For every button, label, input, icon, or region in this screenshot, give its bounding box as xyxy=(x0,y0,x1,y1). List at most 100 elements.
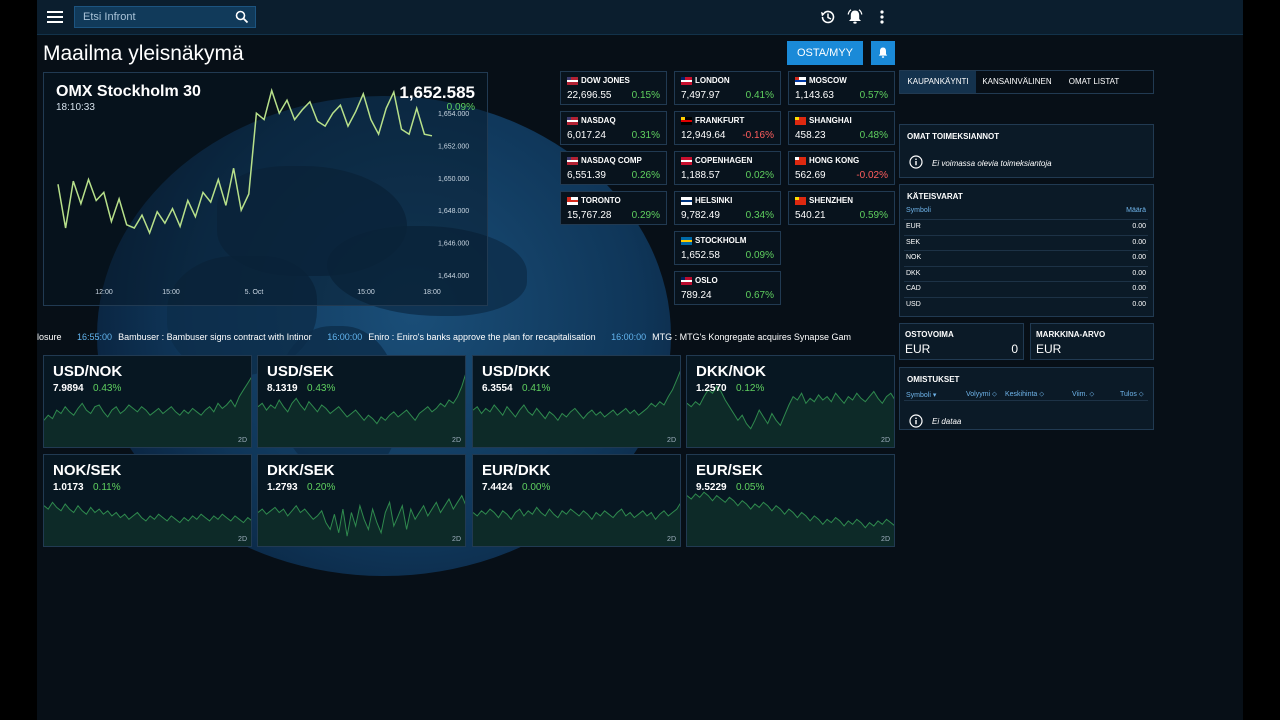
canada-flag-icon xyxy=(567,197,578,205)
cash-col-symbol[interactable]: Symboli xyxy=(906,207,931,214)
russia-flag-icon xyxy=(795,77,806,85)
search-input[interactable] xyxy=(83,11,233,23)
market-tile-toronto[interactable]: TORONTO 15,767.28 0.29% xyxy=(560,191,667,225)
china-flag-icon xyxy=(795,117,806,125)
tab-trading[interactable]: KAUPANKÄYNTI xyxy=(900,71,976,93)
holdings-panel: OMISTUKSET Symboli ▾ Volyymi ⬦ Keskihint… xyxy=(899,367,1154,430)
market-value: 6,017.24 xyxy=(567,130,606,141)
fx-sparkline xyxy=(44,501,251,546)
fx-change: 0.12% xyxy=(736,383,765,394)
cash-symbol: CAD xyxy=(906,285,921,292)
tab-international[interactable]: KANSAINVÄLINEN xyxy=(982,77,1052,86)
holdings-col-last[interactable]: Viim. ⬦ xyxy=(1072,391,1095,398)
buying-power-value: 0 xyxy=(1011,342,1018,356)
fx-sparkline-line xyxy=(44,376,251,421)
row-divider xyxy=(904,296,1148,298)
market-tile-frankfurt[interactable]: FRANKFURT 12,949.64 -0.16% xyxy=(674,111,781,145)
buying-power-panel: OSTOVOIMA EUR 0 xyxy=(899,323,1024,360)
market-tile-nasdaq[interactable]: NASDAQ 6,017.24 0.31% xyxy=(560,111,667,145)
fx-tile-dkk-sek[interactable]: DKK/SEK 1.2793 0.20% 2D xyxy=(257,454,466,547)
market-value: 7,497.97 xyxy=(681,90,720,101)
search-box[interactable] xyxy=(74,6,256,28)
fx-sparkline xyxy=(473,502,680,546)
market-tile-hong-kong[interactable]: HONG KONG 562.69 -0.02% xyxy=(788,151,895,185)
fx-change: 0.11% xyxy=(93,482,121,493)
market-value: 6,551.39 xyxy=(567,170,606,181)
history-icon[interactable] xyxy=(819,8,837,26)
market-name: SHANGHAI xyxy=(809,116,852,125)
fx-rate: 1.2570 xyxy=(696,383,727,394)
holdings-col-symbol[interactable]: Symboli ▾ xyxy=(906,392,937,399)
ticker-lead: losure xyxy=(37,332,62,342)
market-tile-dow-jones[interactable]: DOW JONES 22,696.55 0.15% xyxy=(560,71,667,105)
market-tile-shanghai[interactable]: SHANGHAI 458.23 0.48% xyxy=(788,111,895,145)
search-icon[interactable] xyxy=(235,10,249,24)
index-value: 1,652.585 xyxy=(399,83,475,102)
index-name: OMX Stockholm 30 xyxy=(56,83,201,100)
fx-tile-usd-nok[interactable]: USD/NOK 7.9894 0.43% 2D xyxy=(43,355,252,448)
fx-sparkline-area xyxy=(44,502,251,546)
orders-title: OMAT TOIMEKSIANNOT xyxy=(907,132,1000,141)
more-vert-icon[interactable] xyxy=(873,8,891,26)
cash-col-amount[interactable]: Määrä xyxy=(1126,207,1146,214)
fx-tile-dkk-nok[interactable]: DKK/NOK 1.2570 0.12% 2D xyxy=(686,355,895,448)
x-tick-label: 5. Oct xyxy=(245,289,264,296)
fx-tile-usd-sek[interactable]: USD/SEK 8.1319 0.43% 2D xyxy=(257,355,466,448)
fx-tile-eur-sek[interactable]: EUR/SEK 9.5229 0.05% 2D xyxy=(686,454,895,547)
fx-tile-eur-dkk[interactable]: EUR/DKK 7.4424 0.00% 2D xyxy=(472,454,681,547)
market-tile-moscow[interactable]: MOSCOW 1,143.63 0.57% xyxy=(788,71,895,105)
cash-symbol: USD xyxy=(906,300,921,308)
market-tile-oslo[interactable]: OSLO 789.24 0.67% xyxy=(674,271,781,305)
market-change: 0.02% xyxy=(745,170,774,181)
market-value: 562.69 xyxy=(795,170,826,181)
menu-icon[interactable] xyxy=(47,11,63,24)
ticker-item[interactable]: 16:00:00 MTG : MTG's Kongregate acquires … xyxy=(611,332,851,342)
fx-period: 2D xyxy=(881,437,890,444)
ticker-item[interactable]: 16:00:00 Eniro : Eniro's banks approve th… xyxy=(327,332,596,342)
info-icon xyxy=(909,414,923,428)
market-change: 0.67% xyxy=(745,290,774,301)
market-value: 1,652.58 xyxy=(681,250,720,261)
fx-sparkline xyxy=(687,491,894,546)
holdings-col-volume[interactable]: Volyymi ⬦ xyxy=(966,391,997,398)
bell-icon[interactable] xyxy=(846,8,864,26)
fx-sparkline xyxy=(473,370,680,447)
fx-tile-usd-dkk[interactable]: USD/DKK 6.3554 0.41% 2D xyxy=(472,355,681,448)
row-divider xyxy=(904,234,1148,236)
market-change: 0.26% xyxy=(631,170,660,181)
alert-button[interactable] xyxy=(871,41,895,65)
holdings-col-avg-price[interactable]: Keskihinta ⬦ xyxy=(1005,391,1045,398)
market-name: SHENZHEN xyxy=(809,196,854,205)
market-change: -0.16% xyxy=(742,130,774,141)
market-tile-helsinki[interactable]: HELSINKI 9,782.49 0.34% xyxy=(674,191,781,225)
fx-sparkline-line xyxy=(258,374,465,425)
market-value: 9,782.49 xyxy=(681,210,720,221)
ticker-item[interactable]: 16:55:00 Bambuser : Bambuser signs contra… xyxy=(77,332,312,342)
tab-own-lists[interactable]: OMAT LISTAT xyxy=(1068,77,1120,86)
y-tick-label: 1,644.000 xyxy=(438,273,469,280)
cash-symbol: SEK xyxy=(906,238,921,246)
fx-sparkline-area xyxy=(258,376,465,447)
market-tile-shenzhen[interactable]: SHENZHEN 540.21 0.59% xyxy=(788,191,895,225)
market-change: 0.31% xyxy=(631,130,660,141)
market-tile-stockholm[interactable]: STOCKHOLM 1,652.58 0.09% xyxy=(674,231,781,265)
us-flag-icon xyxy=(567,117,578,125)
row-divider xyxy=(904,281,1148,282)
market-tile-copenhagen[interactable]: COPENHAGEN 1,188.57 0.02% xyxy=(674,151,781,185)
market-name: MOSCOW xyxy=(809,76,847,85)
index-chart-panel[interactable]: 1,654.000 1,652.000 1,650.000 1,648.000 1,64… xyxy=(43,72,488,306)
fx-tile-nok-sek[interactable]: NOK/SEK 1.0173 0.11% 2D xyxy=(43,454,252,547)
buy-sell-button[interactable]: OSTA/MYY xyxy=(787,41,863,65)
market-tile-london[interactable]: LONDON 7,497.97 0.41% xyxy=(674,71,781,105)
market-name: OSLO xyxy=(695,276,718,285)
cash-symbol: EUR xyxy=(906,223,921,230)
market-value-panel: MARKKINA-ARVO EUR xyxy=(1030,323,1154,360)
x-tick-label: 15:00 xyxy=(162,289,180,296)
buying-power-title: OSTOVOIMA xyxy=(905,330,954,339)
news-ticker[interactable]: losure 16:55:00 Bambuser : Bambuser signs… xyxy=(37,326,895,348)
market-tile-nasdaq-comp[interactable]: NASDAQ COMP 6,551.39 0.26% xyxy=(560,151,667,185)
holdings-col-result[interactable]: Tulos ⬦ xyxy=(1120,391,1144,398)
fx-period: 2D xyxy=(667,437,676,444)
market-name: NASDAQ COMP xyxy=(581,156,642,165)
y-tick-label: 1,648.000 xyxy=(438,208,469,215)
